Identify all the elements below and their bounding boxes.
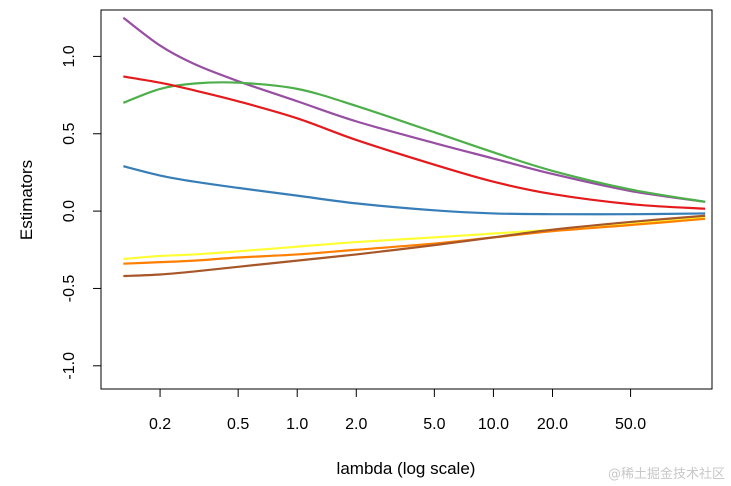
y-tick-label: 1.0 xyxy=(61,45,78,67)
series-line-3 xyxy=(123,75,706,210)
y-tick-label: 0.0 xyxy=(61,200,78,222)
y-tick-label: 0.5 xyxy=(61,123,78,145)
watermark-text: @稀土掘金技术社区 xyxy=(607,467,725,482)
x-tick-label: 50.0 xyxy=(615,416,646,433)
x-tick-label: 5.0 xyxy=(423,416,445,433)
series-line-4 xyxy=(123,165,706,216)
x-tick-label: 2.0 xyxy=(345,416,367,433)
x-tick-label: 0.2 xyxy=(149,416,171,433)
x-tick-label: 10.0 xyxy=(478,416,509,433)
y-axis-title: Estimators xyxy=(17,160,36,240)
x-axis: 0.2 0.5 1.0 2.0 5.0 10.0 20.0 50.0 xyxy=(149,388,646,433)
series-layer xyxy=(122,16,706,278)
series-line-7 xyxy=(123,214,706,278)
x-tick-label: 20.0 xyxy=(537,416,568,433)
series-line-2 xyxy=(122,81,706,203)
x-tick-label: 1.0 xyxy=(286,416,308,433)
plot-frame xyxy=(100,9,713,390)
y-tick-label: -0.5 xyxy=(61,275,78,303)
y-tick-label: -1.0 xyxy=(61,352,78,380)
series-line-6 xyxy=(123,217,706,265)
x-axis-title: lambda (log scale) xyxy=(337,459,476,478)
series-line-1 xyxy=(122,16,706,203)
x-tick-label: 0.5 xyxy=(227,416,249,433)
y-axis: -1.0 -0.5 0.0 0.5 1.0 xyxy=(61,45,102,380)
